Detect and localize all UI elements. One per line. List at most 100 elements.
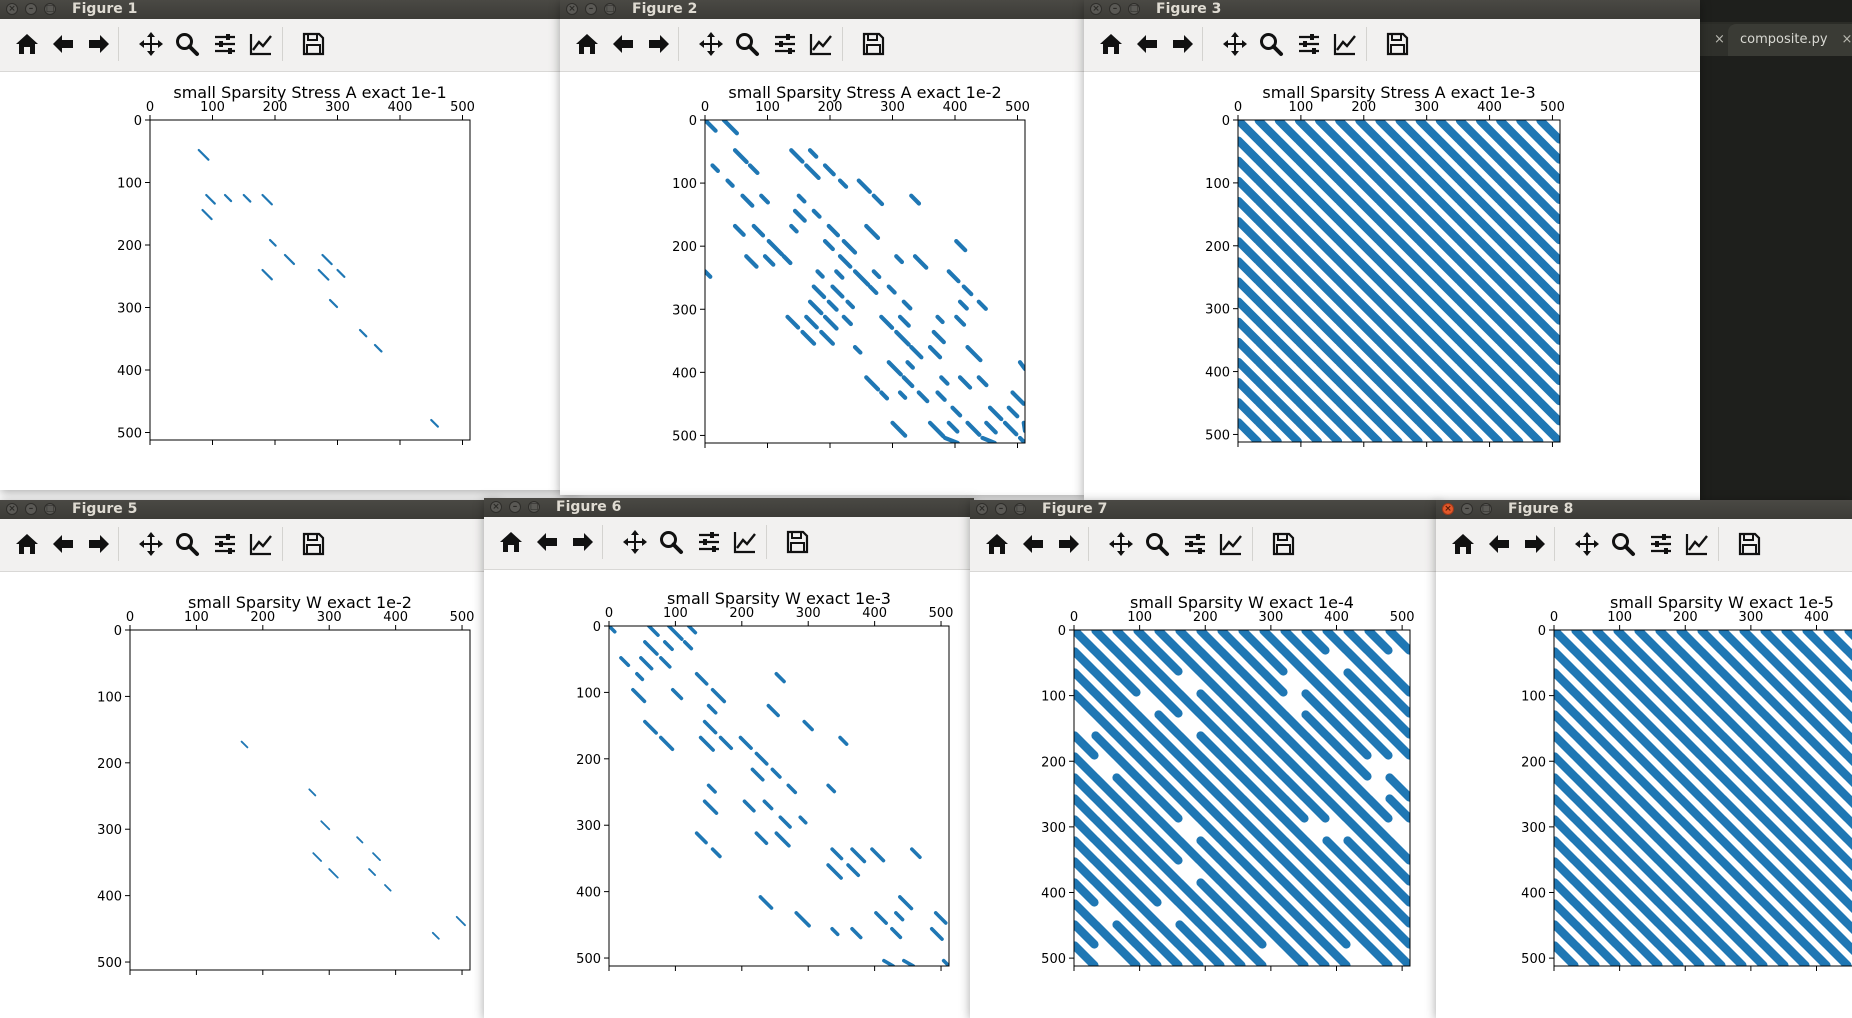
maximize-icon[interactable]: □	[1128, 3, 1140, 15]
y-tick-label: 0	[114, 624, 122, 639]
minimize-icon[interactable]: –	[1461, 503, 1473, 515]
home-icon[interactable]	[496, 527, 526, 557]
close-icon[interactable]: ×	[1090, 3, 1102, 15]
back-arrow-icon[interactable]	[1018, 529, 1048, 559]
forward-arrow-icon[interactable]	[84, 29, 114, 59]
figure-window-7[interactable]: × – □ Figure 7 0 100 200 300 400 500 0 100 200 30…	[970, 500, 1440, 1018]
pan-icon[interactable]	[1220, 29, 1250, 59]
home-icon[interactable]	[982, 529, 1012, 559]
plot-title: small Sparsity Stress A exact 1e-1	[173, 83, 446, 102]
save-icon[interactable]	[858, 29, 888, 59]
minimize-icon[interactable]: –	[585, 3, 597, 15]
subplots-icon[interactable]	[1646, 529, 1676, 559]
forward-arrow-icon[interactable]	[1054, 529, 1084, 559]
maximize-icon[interactable]: □	[44, 3, 56, 15]
forward-arrow-icon[interactable]	[84, 529, 114, 559]
maximize-icon[interactable]: □	[44, 503, 56, 515]
save-icon[interactable]	[1382, 29, 1412, 59]
zoom-icon[interactable]	[1142, 529, 1172, 559]
window-titlebar[interactable]: × – □ Figure 2	[560, 0, 1090, 19]
x-tick-label: 500	[1005, 100, 1030, 115]
close-icon[interactable]: ×	[490, 501, 502, 513]
forward-arrow-icon[interactable]	[1168, 29, 1198, 59]
zoom-icon[interactable]	[172, 529, 202, 559]
window-titlebar[interactable]: × – □ Figure 3	[1084, 0, 1700, 19]
figure-window-8[interactable]: × – □ Figure 8 0 100 200 300 400 0 100 200 300 40…	[1436, 500, 1852, 1018]
back-arrow-icon[interactable]	[48, 29, 78, 59]
minimize-icon[interactable]: –	[995, 503, 1007, 515]
edit-axes-icon[interactable]	[806, 29, 836, 59]
zoom-icon[interactable]	[1608, 529, 1638, 559]
subplots-icon[interactable]	[210, 529, 240, 559]
maximize-icon[interactable]: □	[1014, 503, 1026, 515]
edit-axes-icon[interactable]	[1330, 29, 1360, 59]
save-icon[interactable]	[1734, 529, 1764, 559]
pan-icon[interactable]	[136, 29, 166, 59]
figure-window-3[interactable]: × – □ Figure 3 0 100 200 300 400 500 0 100 200 30…	[1084, 0, 1700, 500]
close-icon[interactable]: ×	[976, 503, 988, 515]
back-arrow-icon[interactable]	[532, 527, 562, 557]
figure-window-5[interactable]: × – □ Figure 5 0 100 200 300 400 500 0 100 200 30…	[0, 500, 500, 1018]
home-icon[interactable]	[1096, 29, 1126, 59]
minimize-icon[interactable]: –	[509, 501, 521, 513]
save-icon[interactable]	[298, 529, 328, 559]
maximize-icon[interactable]: □	[1480, 503, 1492, 515]
window-titlebar[interactable]: × – □ Figure 1	[0, 0, 580, 19]
tab-close-icon[interactable]: ×	[1714, 32, 1725, 47]
sparsity-mark	[1455, 257, 1483, 285]
pan-icon[interactable]	[696, 29, 726, 59]
window-titlebar[interactable]: × – □ Figure 7	[970, 500, 1440, 519]
back-arrow-icon[interactable]	[1484, 529, 1514, 559]
editor-tab-composite[interactable]: composite.py ×	[1728, 24, 1852, 56]
subplots-icon[interactable]	[1294, 29, 1324, 59]
zoom-icon[interactable]	[172, 29, 202, 59]
sparsity-mark	[1091, 710, 1120, 739]
window-titlebar[interactable]: × – □ Figure 5	[0, 500, 500, 519]
edit-axes-icon[interactable]	[1216, 529, 1246, 559]
home-icon[interactable]	[572, 29, 602, 59]
back-arrow-icon[interactable]	[1132, 29, 1162, 59]
window-titlebar[interactable]: × – □ Figure 6	[484, 498, 974, 517]
close-icon[interactable]: ×	[1442, 503, 1454, 515]
back-arrow-icon[interactable]	[48, 529, 78, 559]
figure-window-6[interactable]: × – □ Figure 6 0 100 200 300 400 500 0 100 200 30…	[484, 498, 974, 1018]
edit-axes-icon[interactable]	[246, 29, 276, 59]
edit-axes-icon[interactable]	[246, 529, 276, 559]
forward-arrow-icon[interactable]	[644, 29, 674, 59]
window-titlebar[interactable]: × – □ Figure 8	[1436, 500, 1852, 519]
save-icon[interactable]	[298, 29, 328, 59]
pan-icon[interactable]	[1572, 529, 1602, 559]
zoom-icon[interactable]	[732, 29, 762, 59]
pan-icon[interactable]	[136, 529, 166, 559]
home-icon[interactable]	[12, 529, 42, 559]
subplots-icon[interactable]	[1180, 529, 1210, 559]
subplots-icon[interactable]	[694, 527, 724, 557]
minimize-icon[interactable]: –	[25, 3, 37, 15]
back-arrow-icon[interactable]	[608, 29, 638, 59]
minimize-icon[interactable]: –	[1109, 3, 1121, 15]
forward-arrow-icon[interactable]	[1520, 529, 1550, 559]
zoom-icon[interactable]	[1256, 29, 1286, 59]
home-icon[interactable]	[1448, 529, 1478, 559]
pan-icon[interactable]	[620, 527, 650, 557]
pan-icon[interactable]	[1106, 529, 1136, 559]
figure-window-2[interactable]: × – □ Figure 2 0 100 200 300 400 500 0 100 200 30…	[560, 0, 1090, 495]
save-icon[interactable]	[782, 527, 812, 557]
zoom-icon[interactable]	[656, 527, 686, 557]
close-icon[interactable]: ×	[6, 503, 18, 515]
subplots-icon[interactable]	[770, 29, 800, 59]
subplots-icon[interactable]	[210, 29, 240, 59]
save-icon[interactable]	[1268, 529, 1298, 559]
figure-window-1[interactable]: × – □ Figure 1 0 100 200 300 400 500 0 100 200 30…	[0, 0, 580, 490]
tab-close-icon[interactable]: ×	[1841, 32, 1852, 47]
minimize-icon[interactable]: –	[25, 503, 37, 515]
edit-axes-icon[interactable]	[1682, 529, 1712, 559]
forward-arrow-icon[interactable]	[568, 527, 598, 557]
home-icon[interactable]	[12, 29, 42, 59]
maximize-icon[interactable]: □	[604, 3, 616, 15]
maximize-icon[interactable]: □	[528, 501, 540, 513]
sparsity-mark	[1355, 337, 1383, 365]
edit-axes-icon[interactable]	[730, 527, 760, 557]
close-icon[interactable]: ×	[566, 3, 578, 15]
close-icon[interactable]: ×	[6, 3, 18, 15]
